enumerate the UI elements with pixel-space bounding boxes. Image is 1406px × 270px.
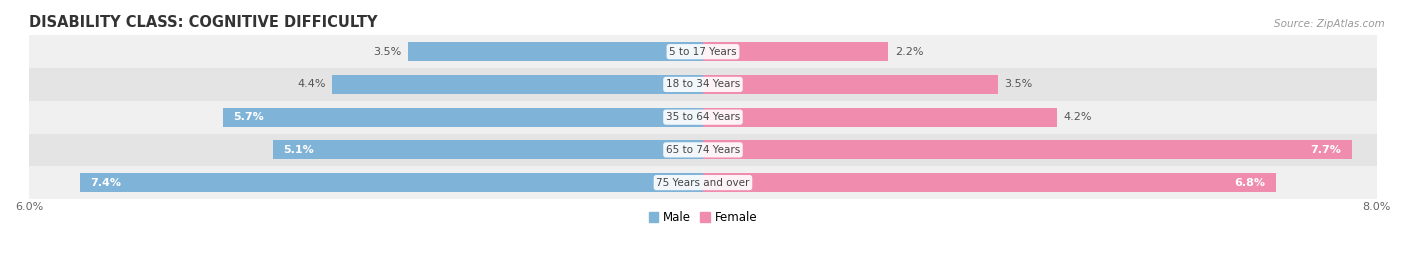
Bar (332, 75, 703, 94)
Bar (703, 75, 998, 94)
Text: 7.7%: 7.7% (1310, 145, 1341, 155)
Bar (273, 140, 703, 159)
Text: 18 to 34 Years: 18 to 34 Years (666, 79, 740, 89)
Text: 3.5%: 3.5% (1004, 79, 1033, 89)
Text: 2.2%: 2.2% (896, 47, 924, 57)
Bar (30, 166, 1376, 199)
Bar (224, 108, 703, 127)
Text: 5 to 17 Years: 5 to 17 Years (669, 47, 737, 57)
Bar (703, 108, 1057, 127)
Bar (30, 101, 1376, 133)
Bar (30, 68, 1376, 101)
Text: 5.7%: 5.7% (233, 112, 264, 122)
Text: 4.2%: 4.2% (1063, 112, 1092, 122)
Text: 6.8%: 6.8% (1234, 178, 1265, 188)
Text: 7.4%: 7.4% (90, 178, 121, 188)
Text: 3.5%: 3.5% (373, 47, 402, 57)
Bar (703, 42, 889, 61)
Bar (80, 173, 703, 192)
Text: 4.4%: 4.4% (297, 79, 326, 89)
Bar (30, 133, 1376, 166)
Text: DISABILITY CLASS: COGNITIVE DIFFICULTY: DISABILITY CLASS: COGNITIVE DIFFICULTY (30, 15, 378, 30)
Bar (703, 140, 1351, 159)
Text: 35 to 64 Years: 35 to 64 Years (666, 112, 740, 122)
Text: Source: ZipAtlas.com: Source: ZipAtlas.com (1274, 19, 1385, 29)
Bar (30, 35, 1376, 68)
Text: 75 Years and over: 75 Years and over (657, 178, 749, 188)
Text: 5.1%: 5.1% (284, 145, 315, 155)
Bar (408, 42, 703, 61)
Bar (703, 173, 1275, 192)
Text: 65 to 74 Years: 65 to 74 Years (666, 145, 740, 155)
Legend: Male, Female: Male, Female (644, 207, 762, 229)
